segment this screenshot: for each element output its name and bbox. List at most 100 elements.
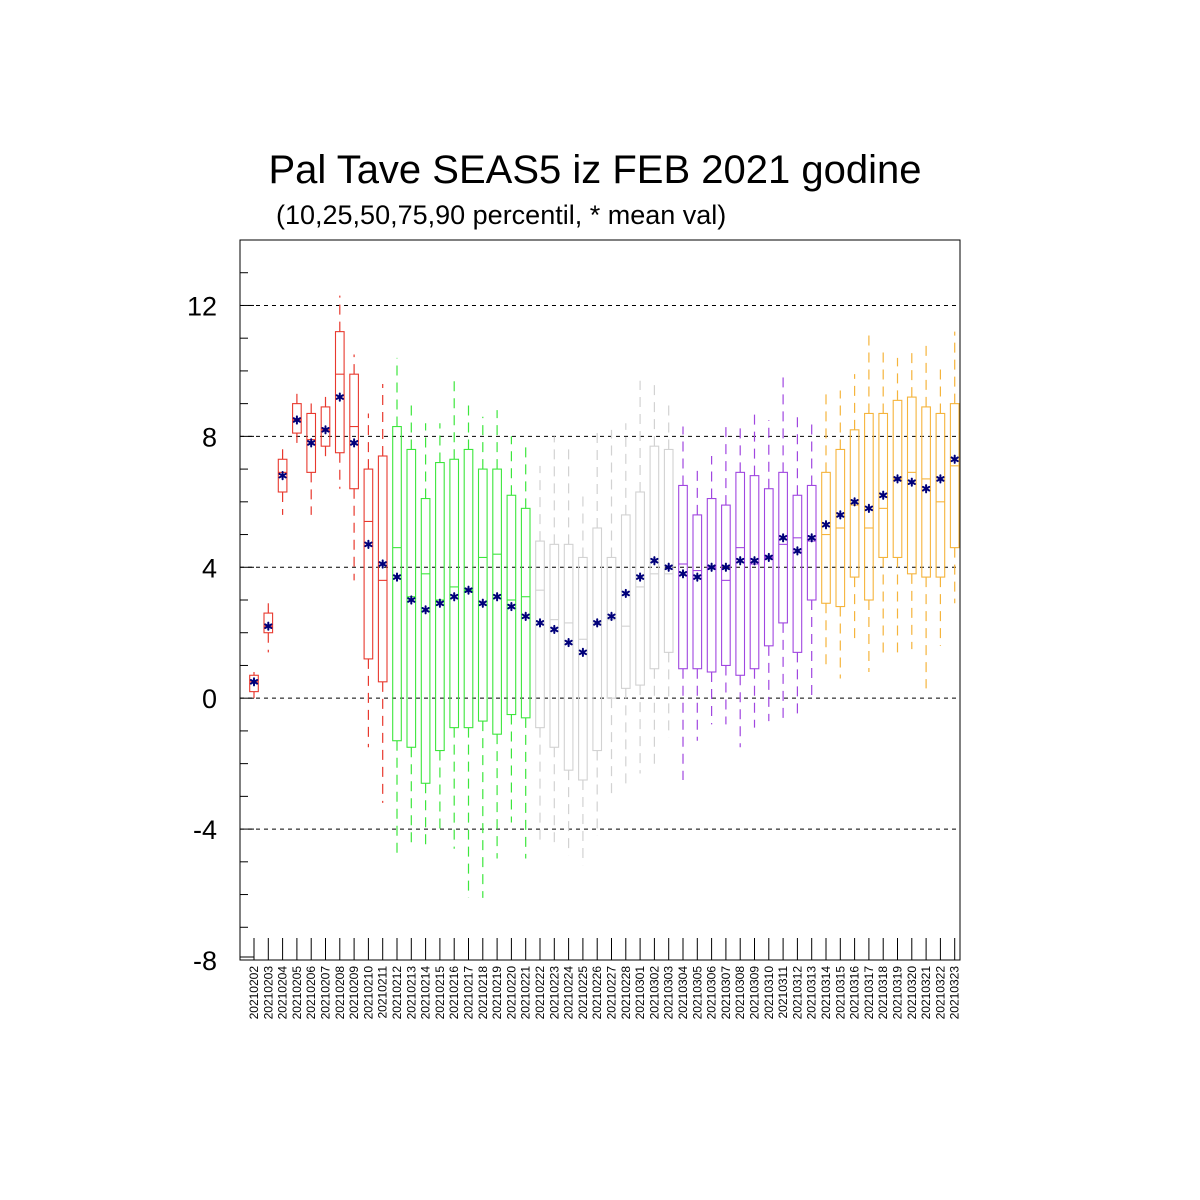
mean-marker <box>450 592 459 602</box>
iqr-box <box>563 543 574 771</box>
box-20210219 <box>492 410 502 859</box>
mean-marker <box>435 598 445 608</box>
box-20210223 <box>549 436 560 843</box>
mean-marker <box>521 611 530 621</box>
mean-marker <box>550 624 559 635</box>
iqr-box <box>520 507 531 719</box>
box-20210226 <box>592 429 603 836</box>
box-20210310 <box>763 420 774 722</box>
mean-marker <box>478 598 487 608</box>
mean-marker <box>664 562 673 572</box>
x-tick-label: 20210220 <box>504 966 518 1020</box>
x-tick-label: 20210203 <box>261 966 275 1020</box>
mean-marker <box>407 595 416 605</box>
mean-marker <box>607 611 616 621</box>
box-20210222 <box>535 465 545 846</box>
mean-marker <box>635 572 645 582</box>
box-20210313 <box>806 420 817 699</box>
box-20210203 <box>263 603 274 653</box>
x-tick-label: 20210307 <box>719 966 733 1020</box>
x-tick-label: 20210311 <box>776 966 790 1019</box>
x-tick-label: 20210214 <box>419 966 433 1020</box>
mean-marker <box>321 425 330 435</box>
iqr-box <box>477 468 488 722</box>
x-tick-label: 20210310 <box>762 966 776 1020</box>
iqr-box <box>320 406 331 447</box>
x-tick-label: 20210207 <box>319 966 333 1020</box>
iqr-box <box>649 445 660 670</box>
iqr-box <box>792 494 803 653</box>
x-tick-label: 20210204 <box>276 966 290 1020</box>
box-20210316 <box>849 374 860 640</box>
iqr-box <box>349 373 359 490</box>
mean-marker <box>750 556 759 566</box>
mean-marker <box>464 585 473 595</box>
iqr-box <box>306 412 317 473</box>
iqr-box <box>749 475 760 670</box>
minor-ticks <box>240 239 254 961</box>
mean-marker <box>249 677 259 687</box>
x-tick-label: 20210322 <box>933 966 947 1020</box>
x-tick-label: 20210302 <box>647 966 661 1020</box>
x-tick-label: 20210222 <box>533 966 547 1020</box>
box-20210306 <box>706 456 717 725</box>
mean-marker <box>764 552 773 563</box>
mean-marker <box>793 546 802 556</box>
iqr-box <box>620 514 631 689</box>
mean-marker <box>621 588 630 599</box>
iqr-box <box>763 488 774 647</box>
x-tick-label: 20210227 <box>605 966 619 1020</box>
x-tick-label: 20210208 <box>333 966 347 1020</box>
mean-marker <box>721 562 731 572</box>
box-20210317 <box>864 331 874 672</box>
iqr-box <box>463 448 474 729</box>
box-20210304 <box>678 426 688 780</box>
mean-marker <box>492 592 502 602</box>
box-20210214 <box>420 423 431 846</box>
x-tick-label: 20210215 <box>433 966 447 1020</box>
mean-marker <box>893 474 902 484</box>
box-20210211 <box>377 384 388 803</box>
x-tick-label: 20210212 <box>390 966 404 1020</box>
iqr-box <box>392 425 402 742</box>
box-20210207 <box>320 390 331 460</box>
box-20210320 <box>906 351 917 650</box>
iqr-box <box>735 471 746 676</box>
x-axis: 20210202 20210203 20210204 20210205 20210206… <box>240 938 962 1019</box>
x-tick-label: 20210209 <box>347 966 361 1020</box>
iqr-box <box>935 412 946 578</box>
mean-marker <box>378 559 387 569</box>
x-tick-label: 20210320 <box>905 966 919 1020</box>
x-tick-label: 20210211 <box>376 966 390 1019</box>
y-tick-label: -8 <box>193 946 217 976</box>
mean-marker <box>292 415 302 425</box>
x-tick-label: 20210218 <box>476 966 490 1020</box>
mean-marker <box>921 484 931 494</box>
mean-marker <box>807 533 816 543</box>
mean-marker <box>278 471 287 481</box>
x-tick-label: 20210319 <box>891 966 905 1020</box>
chart-subtitle: (10,25,50,75,90 percentil, * mean val) <box>276 200 727 230</box>
y-tick-label: 8 <box>202 422 217 452</box>
iqr-box <box>406 448 417 748</box>
x-tick-label: 20210228 <box>619 966 633 1020</box>
mean-marker <box>678 569 688 579</box>
iqr-box <box>292 403 302 434</box>
box-20210210 <box>363 413 374 748</box>
box-20210208 <box>334 295 345 489</box>
box-20210314 <box>821 390 831 666</box>
mean-marker <box>821 520 831 530</box>
x-tick-label: 20210305 <box>690 966 704 1020</box>
box-20210302 <box>649 380 660 771</box>
mean-marker <box>936 474 945 484</box>
x-tick-label: 20210318 <box>876 966 890 1020</box>
boxes <box>249 295 960 898</box>
mean-marker <box>421 605 430 615</box>
mean-marker <box>707 562 716 572</box>
iqr-box <box>678 484 688 670</box>
x-tick-label: 20210313 <box>805 966 819 1020</box>
iqr-box <box>249 674 259 693</box>
x-tick-label: 20210306 <box>705 966 719 1020</box>
iqr-box <box>721 504 731 667</box>
